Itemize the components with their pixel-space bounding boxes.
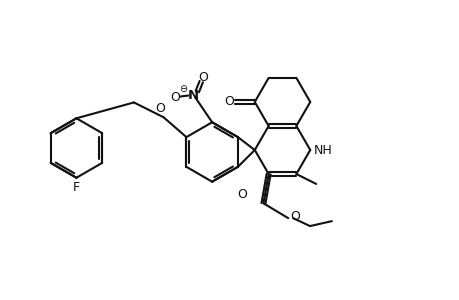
Text: O: O [290,210,299,223]
Text: F: F [73,181,80,194]
Text: O: O [198,71,208,84]
Text: NH: NH [313,143,332,157]
Text: ⊖: ⊖ [179,84,187,94]
Text: O: O [170,91,180,104]
Text: O: O [224,95,234,109]
Text: O: O [156,102,165,115]
Text: N: N [187,89,198,102]
Text: O: O [236,188,246,201]
